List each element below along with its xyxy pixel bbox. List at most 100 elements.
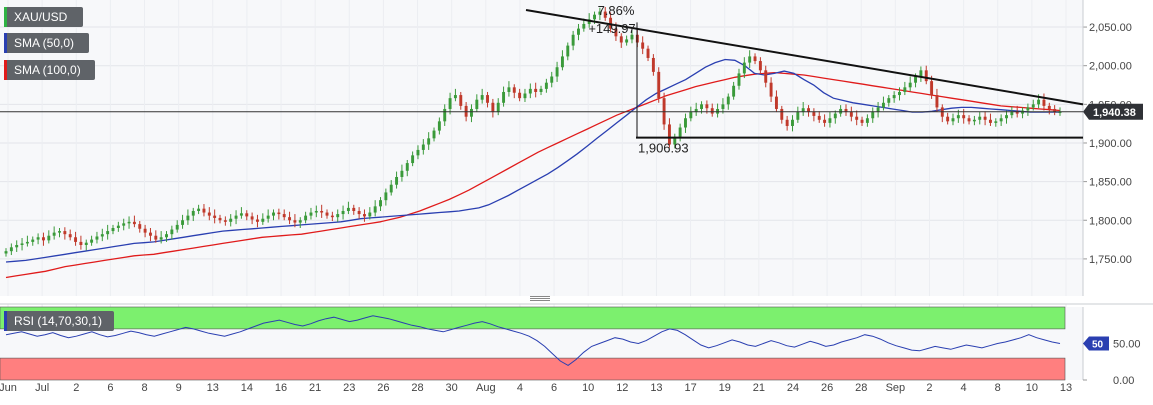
candle-body (769, 82, 773, 97)
candle-body (630, 34, 634, 40)
candle-body (453, 95, 457, 99)
rsi-overbought-zone (0, 306, 1066, 330)
candle-body (250, 216, 254, 220)
candle-body (170, 229, 174, 235)
candle-body (978, 116, 982, 120)
price-tick-label: 1,800.00 (1089, 215, 1132, 227)
candle-body (876, 107, 880, 113)
candle-body (266, 215, 270, 219)
candle-body (1031, 104, 1035, 108)
time-tick-label: 12 (616, 382, 628, 394)
candle-body (924, 70, 928, 82)
price-tick-label: 1,750.00 (1089, 254, 1132, 266)
candle-body (684, 118, 687, 128)
last-price-tag (1083, 103, 1143, 120)
candle-body (855, 116, 859, 120)
candle-body (657, 71, 661, 99)
legend-sma50[interactable]: SMA (50,0) (4, 33, 89, 53)
candle-body (801, 108, 805, 113)
candle-body (972, 119, 976, 122)
candle-body (218, 217, 222, 221)
candle-body (36, 237, 40, 240)
candle-body (143, 228, 147, 233)
candle-body (229, 218, 233, 222)
candle-body (721, 104, 725, 109)
candle-body (336, 214, 340, 218)
rsi-oversold-zone (0, 357, 1066, 381)
candle-body (962, 115, 966, 119)
candle-body (90, 239, 94, 243)
candle-body (780, 108, 784, 120)
candle-body (758, 61, 762, 71)
sma50-swatch (4, 33, 7, 53)
candle-body (352, 207, 356, 211)
legend-sma100-label: SMA (100,0) (14, 63, 81, 77)
percent-change-label: 7.86% (598, 3, 635, 18)
rsi-last-label: 50 (1092, 340, 1104, 351)
candle-body (956, 115, 960, 119)
time-tick-label: 13 (650, 382, 662, 394)
candle-body (122, 223, 126, 226)
candle-body (20, 243, 24, 245)
legend-sma100[interactable]: SMA (100,0) (4, 60, 95, 80)
candle-body (593, 14, 596, 20)
candle-body (951, 118, 955, 122)
candle-body (165, 234, 168, 238)
candle-body (544, 82, 548, 89)
time-tick-label: 28 (411, 382, 423, 394)
candle-body (411, 155, 415, 164)
candle-body (448, 98, 452, 109)
candle-body (138, 224, 142, 229)
candle-body (272, 212, 275, 216)
time-tick-label: 13 (1060, 382, 1072, 394)
candle-body (919, 70, 923, 77)
candle-body (197, 208, 201, 211)
candle-body (58, 231, 61, 233)
candle-body (68, 234, 72, 238)
candle-body (507, 87, 511, 92)
rsi-last-tag (1083, 336, 1109, 351)
candle-body (1026, 107, 1030, 111)
candle-body (437, 121, 441, 131)
candle-body (15, 244, 19, 248)
candle-body (52, 232, 56, 236)
candle-body (480, 95, 484, 100)
candle-body (614, 28, 618, 37)
legend-rsi[interactable]: RSI (14,70,30,1) (4, 311, 114, 331)
candle-body (79, 241, 83, 245)
time-tick-label: 9 (176, 382, 182, 394)
candle-body (357, 210, 361, 215)
candle-body (459, 95, 463, 106)
candle-body (1010, 112, 1014, 116)
time-tick-label: 21 (753, 382, 765, 394)
time-tick-label: Jun (0, 382, 17, 394)
candle-body (148, 232, 152, 236)
candle-body (346, 207, 350, 211)
candle-body (9, 247, 13, 252)
time-tick-label: 4 (517, 382, 523, 394)
candle-body (625, 39, 629, 43)
candle-body (983, 116, 987, 120)
candle-body (700, 104, 703, 109)
candle-body (154, 235, 158, 240)
time-tick-label: 2 (926, 382, 932, 394)
legend-symbol[interactable]: XAU/USD (4, 7, 83, 27)
candle-body (31, 239, 35, 242)
candle-body (245, 213, 249, 217)
candle-body (764, 70, 768, 83)
time-tick-label: 10 (1026, 382, 1038, 394)
candle-body (95, 236, 99, 240)
candle-body (571, 34, 575, 46)
candle-body (908, 82, 912, 88)
candle-body (389, 184, 393, 193)
time-tick-label: Sep (886, 382, 906, 394)
pane-splitter-handle[interactable] (530, 296, 550, 303)
candle-body (486, 95, 489, 103)
candle-body (368, 212, 372, 217)
candle-body (341, 210, 345, 215)
candle-body (427, 138, 431, 145)
candle-body (288, 217, 292, 221)
candle-body (914, 76, 918, 83)
candle-body (598, 11, 602, 15)
